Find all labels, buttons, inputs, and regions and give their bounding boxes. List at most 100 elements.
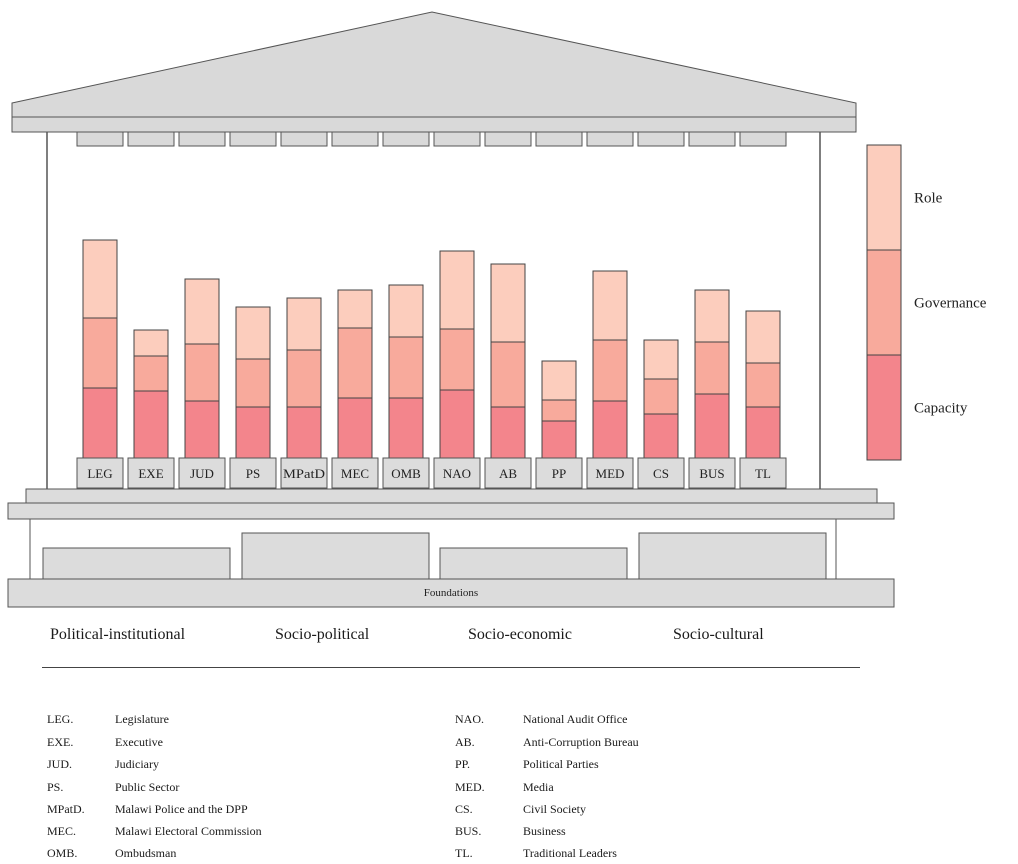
- pillar-label-mec: MEC: [341, 466, 369, 481]
- bar-role-leg: [82, 239, 118, 319]
- abbr-name: Legislature: [115, 712, 169, 726]
- dimension-socio-economic: Socio-economic: [468, 626, 572, 643]
- legend-swatch-governance: [866, 249, 902, 356]
- abbr-code: CS.: [455, 802, 473, 816]
- pillar-label-box: [229, 457, 277, 489]
- pillar-capital: [127, 131, 175, 147]
- abbr-name: Public Sector: [115, 780, 180, 794]
- abbr-code: MPatD.: [47, 802, 85, 816]
- bar-governance-med: [592, 339, 628, 402]
- abbr-row: AB. Anti-Corruption Bureau: [455, 731, 639, 753]
- pillar-capitals: [76, 131, 787, 147]
- bar-role-bus: [694, 289, 730, 343]
- pillar-label-bus: BUS: [699, 466, 724, 481]
- bar-capacity-leg: [82, 387, 118, 459]
- bar-capacity-bus: [694, 393, 730, 459]
- legend-swatch-capacity: [866, 354, 902, 461]
- abbr-row: BUS. Business: [455, 820, 566, 842]
- bar-role-tl: [745, 310, 781, 364]
- bar-role-mec: [337, 289, 373, 329]
- pillar-label-box: [535, 457, 583, 489]
- temple-stylobate: [25, 488, 878, 504]
- pillar-label-box: [382, 457, 430, 489]
- abbr-name: National Audit Office: [523, 712, 628, 726]
- abbr-code: AB.: [455, 735, 475, 749]
- abbr-row: OMB. Ombudsman: [47, 842, 176, 864]
- abbr-code: BUS.: [455, 824, 482, 838]
- abbr-name: Ombudsman: [115, 846, 177, 860]
- bar-role-cs: [643, 339, 679, 380]
- abbr-row: LEG. Legislature: [47, 708, 169, 730]
- abbr-code: EXE.: [47, 735, 74, 749]
- pillar-label-box: [178, 457, 226, 489]
- bar-capacity-jud: [184, 400, 220, 459]
- pillar-label-omb: OMB: [391, 466, 421, 481]
- bar-governance-mpatd: [286, 349, 322, 408]
- pillar-label-nao: NAO: [443, 466, 471, 481]
- foundation-block-socio-political: [241, 532, 430, 581]
- abbr-code: MEC.: [47, 824, 77, 838]
- divider-rule: [42, 667, 860, 668]
- abbr-name: Judiciary: [115, 757, 159, 771]
- abbr-name: Business: [523, 824, 566, 838]
- pillar-label-box: [637, 457, 685, 489]
- abbr-code: PS.: [47, 780, 64, 794]
- pillar-label-box: [331, 457, 379, 489]
- abbr-name: Malawi Police and the DPP: [115, 802, 248, 816]
- bar-governance-leg: [82, 317, 118, 389]
- bar-capacity-omb: [388, 397, 424, 459]
- abbr-row: JUD. Judiciary: [47, 753, 159, 775]
- pillar-capital: [535, 131, 583, 147]
- foundations-slab: [7, 578, 895, 608]
- pillar-capital: [382, 131, 430, 147]
- dimension-political-institutional: Political-institutional: [50, 626, 186, 643]
- temple-base: [7, 502, 895, 520]
- bar-role-jud: [184, 278, 220, 345]
- bar-capacity-cs: [643, 413, 679, 459]
- abbr-code: JUD.: [47, 757, 73, 771]
- bar-role-mpatd: [286, 297, 322, 351]
- bar-governance-ps: [235, 358, 271, 408]
- abbr-row: MPatD. Malawi Police and the DPP: [47, 798, 248, 820]
- bar-governance-exe: [133, 355, 169, 392]
- abbr-row: MED. Media: [455, 776, 554, 798]
- dimension-socio-cultural: Socio-cultural: [673, 626, 764, 643]
- bar-capacity-tl: [745, 406, 781, 459]
- abbr-name: Executive: [115, 735, 163, 749]
- bar-governance-tl: [745, 362, 781, 408]
- pillar-capital: [280, 131, 328, 147]
- pillar-capital: [484, 131, 532, 147]
- foundations-label: Foundations: [424, 587, 478, 599]
- pillar-capital: [229, 131, 277, 147]
- bar-role-med: [592, 270, 628, 341]
- foundation-block-socio-cultural: [638, 532, 827, 581]
- pillar-label-jud: JUD: [190, 466, 214, 481]
- bar-capacity-med: [592, 400, 628, 459]
- pillar-capital: [76, 131, 124, 147]
- pillar-label-mpatd: MPatD: [283, 466, 325, 481]
- bar-capacity-nao: [439, 389, 475, 459]
- pillar-capital: [433, 131, 481, 147]
- bar-governance-mec: [337, 327, 373, 399]
- abbr-name: Media: [523, 780, 554, 794]
- bar-governance-bus: [694, 341, 730, 395]
- bar-capacity-ps: [235, 406, 271, 459]
- abbr-row: NAO. National Audit Office: [455, 708, 627, 730]
- bar-capacity-mpatd: [286, 406, 322, 459]
- pillar-label-box: [688, 457, 736, 489]
- pillar-label-exe: EXE: [138, 466, 163, 481]
- abbr-name: Anti-Corruption Bureau: [523, 735, 639, 749]
- pillar-label-ab: AB: [499, 466, 517, 481]
- legend-label-governance: Governance: [914, 296, 987, 312]
- pillar-label-box: [280, 457, 328, 489]
- foundation-block-socio-economic: [439, 547, 628, 581]
- bar-role-ab: [490, 263, 526, 343]
- pillar-bars: [82, 239, 781, 459]
- bar-role-ps: [235, 306, 271, 360]
- pillar-label-box: [76, 457, 124, 489]
- abbr-name: Political Parties: [523, 757, 599, 771]
- pillar-capital: [637, 131, 685, 147]
- pillar-label-pp: PP: [552, 466, 566, 481]
- pillar-capital: [586, 131, 634, 147]
